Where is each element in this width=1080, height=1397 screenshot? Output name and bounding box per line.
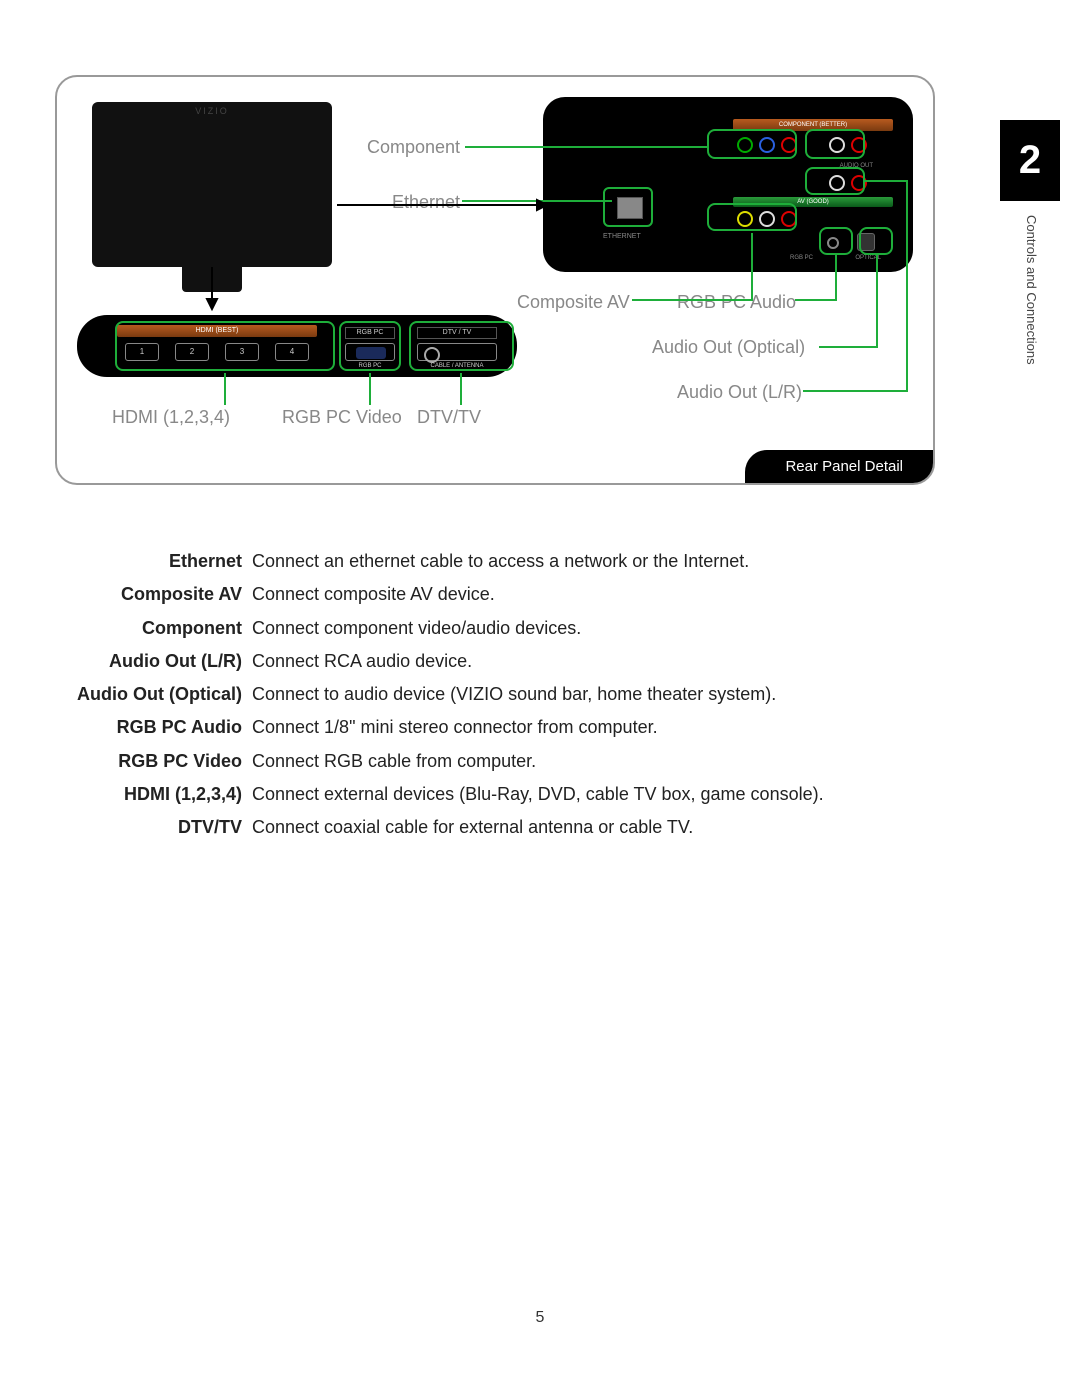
- description-def: Connect an ethernet cable to access a ne…: [252, 545, 960, 578]
- description-row: HDMI (1,2,3,4)Connect external devices (…: [70, 778, 960, 811]
- description-def: Connect coaxial cable for external anten…: [252, 811, 960, 844]
- description-def: Connect RGB cable from computer.: [252, 745, 960, 778]
- ethernet-port: [603, 187, 653, 227]
- description-row: EthernetConnect an ethernet cable to acc…: [70, 545, 960, 578]
- description-term: Component: [70, 612, 252, 645]
- description-def: Connect external devices (Blu-Ray, DVD, …: [252, 778, 960, 811]
- description-row: ComponentConnect component video/audio d…: [70, 612, 960, 645]
- ethernet-small-label: ETHERNET: [603, 233, 641, 240]
- chapter-number: 2: [1000, 120, 1060, 201]
- chapter-tab: 2 Controls and Connections: [1000, 120, 1060, 365]
- callout-rgb-pc-audio: RGB PC Audio: [677, 292, 796, 313]
- optical-small-label: OPTICAL: [855, 255, 881, 261]
- callout-rgb-pc-video: RGB PC Video: [282, 407, 402, 428]
- description-term: HDMI (1,2,3,4): [70, 778, 252, 811]
- callout-ethernet: Ethernet: [392, 192, 460, 213]
- callout-audio-out-optical: Audio Out (Optical): [652, 337, 805, 358]
- description-term: Audio Out (Optical): [70, 678, 252, 711]
- rgb-pc-audio-small-label: RGB PC: [790, 255, 813, 261]
- chapter-title: Controls and Connections: [1024, 201, 1039, 365]
- description-term: RGB PC Audio: [70, 711, 252, 744]
- description-row: Composite AVConnect composite AV device.: [70, 578, 960, 611]
- description-def: Connect composite AV device.: [252, 578, 960, 611]
- optical-highlight: [859, 227, 893, 255]
- dtv-tv-highlight: [409, 321, 514, 371]
- component-audio-highlight: [805, 129, 865, 159]
- description-def: Connect component video/audio devices.: [252, 612, 960, 645]
- description-row: Audio Out (Optical)Connect to audio devi…: [70, 678, 960, 711]
- tv-brand-label: VIZIO: [195, 106, 229, 116]
- hdmi-highlight: [115, 321, 335, 371]
- component-highlight: [707, 129, 797, 159]
- description-row: RGB PC VideoConnect RGB cable from compu…: [70, 745, 960, 778]
- description-def: Connect to audio device (VIZIO sound bar…: [252, 678, 960, 711]
- description-row: RGB PC AudioConnect 1/8" mini stereo con…: [70, 711, 960, 744]
- callout-dtv-tv: DTV/TV: [417, 407, 481, 428]
- description-term: DTV/TV: [70, 811, 252, 844]
- description-term: Ethernet: [70, 545, 252, 578]
- callout-audio-out-lr: Audio Out (L/R): [677, 382, 802, 403]
- page-number: 5: [536, 1309, 545, 1327]
- description-def: Connect 1/8" mini stereo connector from …: [252, 711, 960, 744]
- description-term: Audio Out (L/R): [70, 645, 252, 678]
- description-term: RGB PC Video: [70, 745, 252, 778]
- rgb-pc-audio-highlight: [819, 227, 853, 255]
- callout-composite-av: Composite AV: [517, 292, 630, 313]
- port-descriptions: EthernetConnect an ethernet cable to acc…: [0, 545, 1080, 845]
- rgb-pc-video-highlight: [339, 321, 401, 371]
- callout-component: Component: [367, 137, 460, 158]
- description-row: Audio Out (L/R)Connect RCA audio device.: [70, 645, 960, 678]
- rear-panel-figure: VIZIO HDMI (BEST) 1 2 3 4 RGB PC RGB PC …: [55, 75, 935, 485]
- figure-caption: Rear Panel Detail: [745, 450, 933, 483]
- composite-av-highlight: [707, 203, 797, 231]
- description-row: DTV/TVConnect coaxial cable for external…: [70, 811, 960, 844]
- callout-hdmi: HDMI (1,2,3,4): [112, 407, 230, 428]
- tv-back-illustration: VIZIO: [92, 102, 332, 267]
- description-def: Connect RCA audio device.: [252, 645, 960, 678]
- description-term: Composite AV: [70, 578, 252, 611]
- audio-out-lr-highlight: [805, 167, 865, 195]
